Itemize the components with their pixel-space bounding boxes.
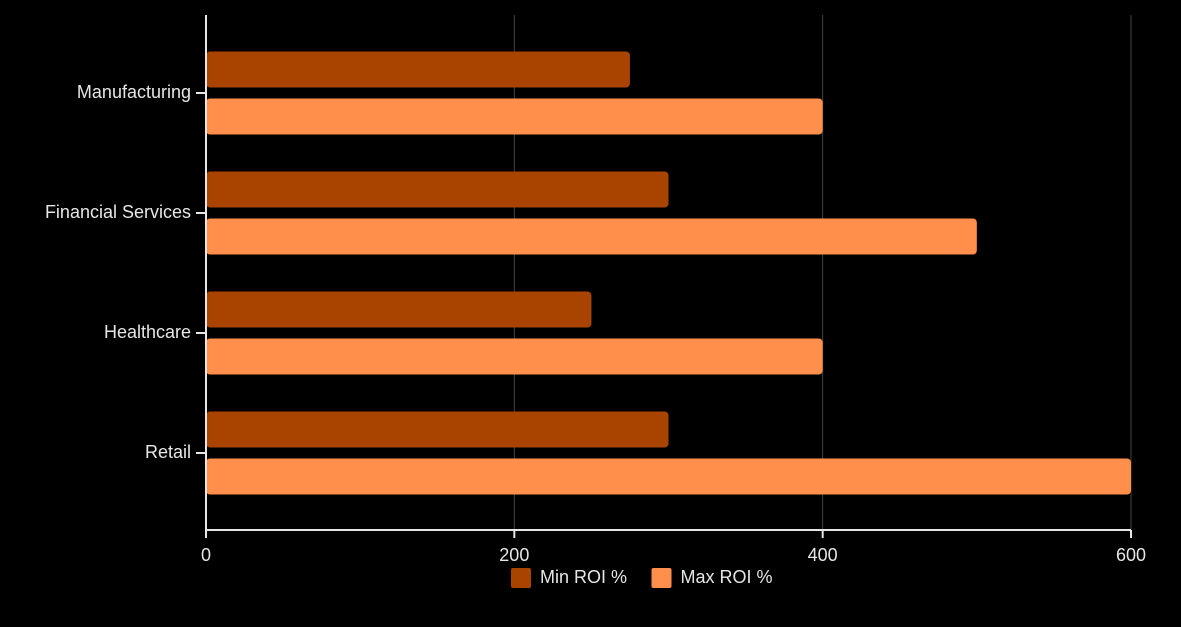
legend-label: Max ROI % bbox=[681, 567, 773, 587]
y-tick-label: Retail bbox=[145, 442, 191, 462]
bar bbox=[206, 51, 630, 88]
legend-label: Min ROI % bbox=[540, 567, 627, 587]
x-tick-label: 0 bbox=[201, 545, 211, 565]
x-tick-label: 200 bbox=[499, 545, 529, 565]
y-tick-label: Healthcare bbox=[104, 322, 191, 342]
x-tick-label: 600 bbox=[1116, 545, 1146, 565]
y-tick-label: Manufacturing bbox=[77, 82, 191, 102]
x-tick-label: 400 bbox=[808, 545, 838, 565]
bar bbox=[206, 218, 977, 255]
bar bbox=[206, 98, 823, 135]
y-tick-label: Financial Services bbox=[45, 202, 191, 222]
bar bbox=[206, 338, 823, 375]
bar bbox=[206, 458, 1131, 495]
bar bbox=[206, 291, 592, 328]
bar bbox=[206, 171, 669, 208]
legend-swatch bbox=[511, 568, 531, 588]
legend-swatch bbox=[651, 568, 672, 588]
bar bbox=[206, 411, 669, 448]
